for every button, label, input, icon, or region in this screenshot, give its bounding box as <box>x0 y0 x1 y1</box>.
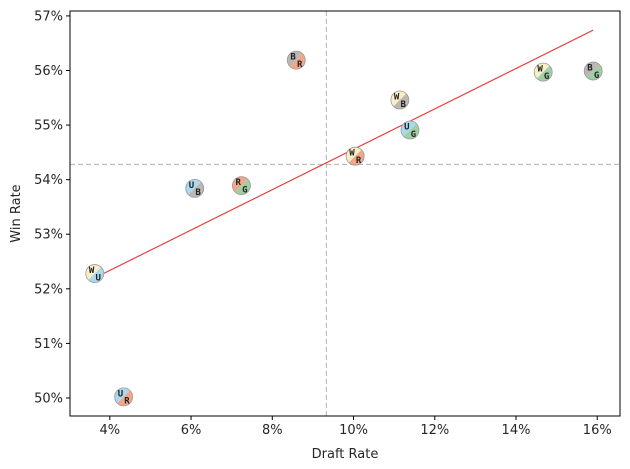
point-letter-2: G <box>242 185 247 195</box>
point-letter-2: R <box>297 60 303 70</box>
y-axis-title: Win Rate <box>9 184 24 242</box>
point-letter-1: W <box>537 65 543 75</box>
point-outline <box>533 62 553 82</box>
data-point-wr: WR <box>345 146 365 166</box>
point-outline <box>390 90 410 110</box>
point-letter-2: G <box>544 72 549 82</box>
point-half-w <box>346 147 362 163</box>
trend-line-group <box>94 29 594 279</box>
point-outline <box>286 50 306 70</box>
point-half-r <box>117 390 133 406</box>
point-letter-1: R <box>236 178 242 188</box>
y-tick-label: 51% <box>34 337 63 352</box>
point-letter-1: U <box>189 181 194 191</box>
point-letter-1: U <box>118 389 123 399</box>
point-half-u <box>401 120 417 137</box>
point-outline <box>85 264 105 283</box>
x-tick-label: 16% <box>583 423 612 438</box>
x-axis-title: Draft Rate <box>312 447 379 462</box>
point-half-w <box>534 63 550 79</box>
y-tick-label: 50% <box>34 391 63 406</box>
point-half-w <box>85 264 102 280</box>
x-tick-label: 8% <box>262 423 283 438</box>
data-point-ub: UB <box>185 178 205 198</box>
data-point-ur: UR <box>114 387 134 407</box>
point-letter-1: W <box>89 266 95 276</box>
x-tick-label: 14% <box>502 423 531 438</box>
point-outline <box>114 387 134 407</box>
point-half-g <box>235 179 251 195</box>
data-point-wu: WU <box>85 264 105 283</box>
y-tick-label: 52% <box>34 282 63 297</box>
point-half-b <box>393 93 409 109</box>
point-letter-1: W <box>349 149 355 159</box>
point-half-u <box>88 267 104 283</box>
point-letter-1: B <box>587 64 593 74</box>
point-half-u <box>185 179 202 195</box>
y-tick-label: 54% <box>34 173 63 188</box>
point-half-r <box>232 176 248 193</box>
point-half-b <box>188 182 204 198</box>
point-letter-1: W <box>394 92 400 102</box>
plot-frame <box>69 10 621 417</box>
y-tick-label: 57% <box>34 9 63 24</box>
point-outline <box>400 120 420 140</box>
point-letter-2: R <box>124 397 130 407</box>
x-tick-label: 10% <box>339 423 368 438</box>
point-outline <box>583 61 603 81</box>
point-letter-2: B <box>195 188 201 198</box>
data-point-ug: UG <box>400 120 420 140</box>
y-tick-label: 55% <box>34 119 63 134</box>
point-letter-1: B <box>290 53 296 63</box>
data-point-wb: WB <box>390 90 410 110</box>
point-half-u <box>114 387 130 404</box>
x-tick-label: 6% <box>181 423 202 438</box>
data-point-br: BR <box>286 50 306 70</box>
point-half-g <box>403 123 419 139</box>
y-tick-label: 56% <box>34 64 63 79</box>
point-letter-1: U <box>404 122 409 132</box>
point-letter-2: U <box>95 273 100 283</box>
reference-lines <box>70 11 620 416</box>
point-half-r <box>289 53 306 70</box>
data-point-wg: WG <box>533 62 553 82</box>
y-axis: 50% 51% 52% 53% 54% 55% 56% 57% <box>34 9 70 406</box>
data-point-bg: BG <box>583 61 603 81</box>
point-half-w <box>390 90 407 107</box>
point-letter-2: B <box>401 100 407 110</box>
point-half-b <box>287 51 303 67</box>
x-tick-label: 12% <box>420 423 449 438</box>
point-outline <box>232 176 251 196</box>
point-half-r <box>348 149 365 166</box>
point-half-g <box>536 65 553 82</box>
x-tick-label: 4% <box>99 423 120 438</box>
x-axis: 4% 6% 8% 10% 12% 14% 16% <box>99 416 612 438</box>
point-outline <box>185 178 205 198</box>
trend-line <box>94 29 594 279</box>
point-letter-2: G <box>411 130 416 140</box>
y-tick-label: 53% <box>34 228 63 243</box>
point-outline <box>345 146 365 166</box>
point-letter-2: G <box>594 71 599 81</box>
data-point-rg: RG <box>232 176 251 196</box>
point-half-b <box>584 62 600 78</box>
point-letter-2: R <box>356 156 362 166</box>
point-half-g <box>586 64 603 81</box>
